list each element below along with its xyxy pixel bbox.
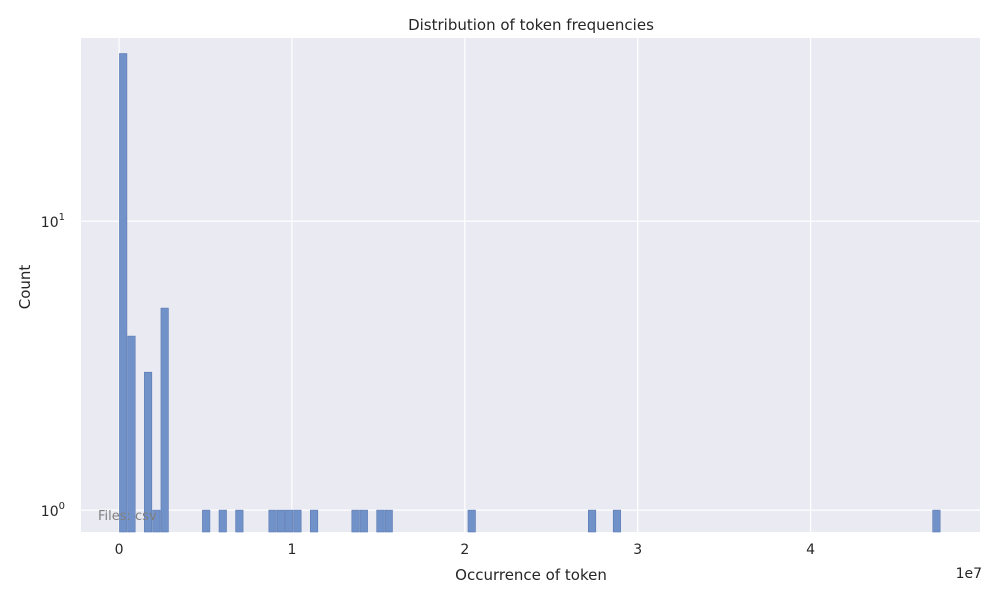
histogram-bar [285, 509, 294, 533]
bars [119, 53, 941, 533]
histogram-bar [351, 509, 360, 533]
y-tick-label: 100 [41, 501, 65, 520]
y-tick-label: 101 [41, 212, 65, 231]
histogram-bar [376, 509, 385, 533]
grid-lines [81, 38, 980, 532]
histogram-bar [119, 53, 128, 533]
x-tick-label: 3 [633, 542, 642, 558]
histogram-bar [218, 509, 227, 533]
y-tick-labels: 100 101 [41, 212, 65, 520]
x-axis-label: Occurrence of token [455, 566, 607, 584]
histogram-bar [202, 509, 211, 533]
histogram-bar [160, 307, 169, 533]
x-tick-label: 4 [806, 542, 815, 558]
histogram-bar [276, 509, 285, 533]
histogram-bar [152, 509, 161, 533]
plot-area [81, 38, 980, 532]
histogram-bar [268, 509, 277, 533]
x-tick-label: 1 [287, 542, 296, 558]
y-axis-label: Count [16, 265, 34, 310]
x-axis-offset-label: 1e7 [956, 566, 982, 582]
x-tick-label: 0 [115, 542, 124, 558]
histogram-bar [467, 509, 476, 533]
x-tick-labels: 0 1 2 3 4 [115, 542, 816, 558]
histogram-bar [359, 509, 368, 533]
histogram-bar [127, 335, 136, 533]
files-annotation: Files: csv [98, 509, 157, 524]
x-tick-label: 2 [460, 542, 469, 558]
histogram-bar [384, 509, 393, 533]
histogram-bar [932, 509, 941, 533]
histogram-bar [310, 509, 319, 533]
histogram-bar [235, 509, 244, 533]
histogram-bar [612, 509, 621, 533]
chart-title: Distribution of token frequencies [408, 16, 654, 34]
histogram-bar [144, 371, 153, 533]
histogram-bar [588, 509, 597, 533]
histogram-bar [293, 509, 302, 533]
